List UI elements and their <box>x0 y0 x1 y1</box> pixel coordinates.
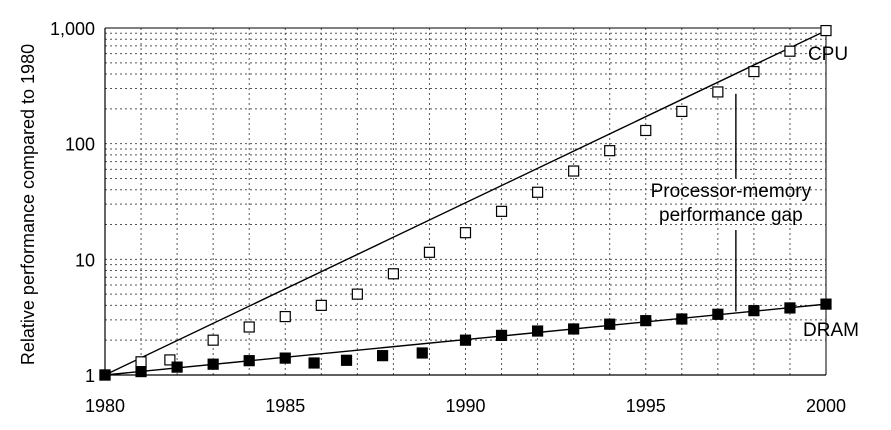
cpu-trend-line <box>104 29 827 376</box>
cpu-point <box>243 321 255 333</box>
dram-point <box>376 350 389 362</box>
y-tick-label: 10 <box>75 250 95 270</box>
tick-labels: 1980 1985 1990 1995 2000 1 10 100 1,000 <box>50 19 846 416</box>
dram-point <box>243 355 255 367</box>
y-tick-label: 1,000 <box>50 19 95 39</box>
dram-point <box>712 308 724 320</box>
y-tick-label: 1 <box>85 366 95 386</box>
cpu-point <box>279 310 291 323</box>
x-tick-label: 1990 <box>445 396 485 416</box>
dram-point <box>531 325 544 337</box>
dram-point <box>279 352 291 364</box>
gap-label-line: performance gap <box>659 205 803 226</box>
dram-point <box>308 357 320 369</box>
cpu-point <box>459 227 472 239</box>
cpu-point <box>748 65 760 78</box>
gap-label-line: Processor-memory <box>651 181 812 202</box>
cpu-point <box>207 334 219 346</box>
markers <box>99 24 832 381</box>
dram-point <box>784 302 796 314</box>
dram-point <box>459 334 472 346</box>
cpu-point <box>712 86 724 98</box>
cpu-point <box>387 268 399 280</box>
y-tick-label: 100 <box>65 135 95 155</box>
grid <box>105 28 826 375</box>
gap-annotation: Processor-memory performance gap <box>651 93 812 312</box>
cpu-point <box>604 145 616 157</box>
cpu-point <box>164 354 176 366</box>
cpu-point <box>784 45 796 57</box>
cpu-point <box>351 288 363 300</box>
cpu-point <box>423 246 436 258</box>
dram-point <box>820 298 832 310</box>
dram-point <box>568 323 580 335</box>
dram-point <box>340 354 353 366</box>
dram-point <box>495 329 508 341</box>
cpu-point <box>315 299 327 311</box>
dram-point <box>604 318 616 330</box>
dram-point <box>171 361 183 373</box>
dram-point <box>748 305 760 317</box>
y-axis-label: Relative performance compared to 1980 <box>18 44 38 365</box>
series-labels: CPU DRAM <box>803 44 859 341</box>
cpu-series-label: CPU <box>808 44 848 65</box>
x-tick-label: 1980 <box>85 396 125 416</box>
dram-point <box>207 358 219 370</box>
dram-point <box>640 315 652 327</box>
dram-point <box>99 369 111 381</box>
cpu-point <box>135 356 147 368</box>
axes <box>104 27 827 376</box>
dram-series-label: DRAM <box>803 320 859 341</box>
cpu-point <box>820 24 832 37</box>
cpu-point <box>568 165 580 177</box>
x-tick-label: 2000 <box>806 396 846 416</box>
dram-point <box>416 347 428 359</box>
x-tick-label: 1995 <box>626 396 666 416</box>
dram-point <box>135 366 147 378</box>
dram-point <box>676 313 688 325</box>
cpu-point <box>531 186 544 198</box>
cpu-point <box>676 105 688 118</box>
cpu-point <box>495 205 508 217</box>
x-tick-label: 1985 <box>265 396 305 416</box>
cpu-point <box>640 124 652 137</box>
